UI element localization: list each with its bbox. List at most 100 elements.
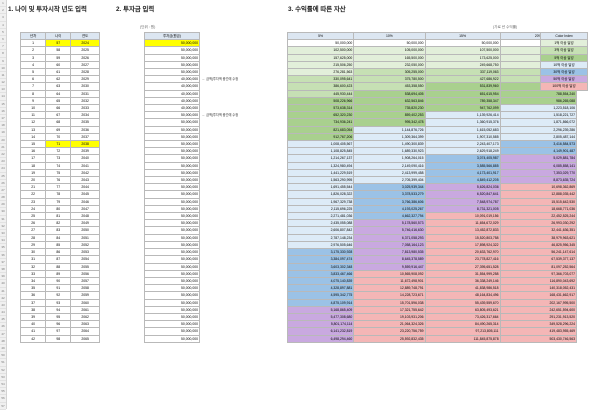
asset-cell[interactable]: 2,976,505,646: [286, 240, 355, 250]
asset-cell[interactable]: 1,907,310,585: [424, 132, 501, 142]
age-table-cell[interactable]: 24: [19, 204, 47, 214]
asset-cell[interactable]: 4,662,327,794: [353, 212, 426, 221]
age-table-cell[interactable]: 62: [45, 75, 72, 84]
investment-cell[interactable]: 50,000,000: [144, 125, 200, 134]
age-table-cell[interactable]: 59: [45, 53, 72, 62]
asset-cell[interactable]: 14,228,723,671: [353, 291, 426, 300]
age-table-cell[interactable]: 94: [45, 305, 72, 314]
investment-cell[interactable]: 50,000,000: [144, 291, 200, 300]
age-table-cell[interactable]: 2047: [70, 204, 100, 214]
asset-cell[interactable]: 18,668,771,036: [499, 204, 578, 214]
age-table-cell[interactable]: 7: [19, 82, 47, 91]
asset-cell[interactable]: 111,845,875,878: [424, 334, 501, 343]
asset-cell[interactable]: 12,889,748,791: [353, 284, 426, 293]
age-table-cell[interactable]: 2055: [70, 262, 100, 271]
age-table-cell[interactable]: 66: [45, 104, 72, 113]
asset-cell[interactable]: 9,559,916,447: [353, 262, 426, 271]
age-table-cell[interactable]: 17: [19, 154, 47, 163]
investment-cell[interactable]: 50,000,000: [144, 298, 200, 307]
asset-cell[interactable]: 50,000,000: [286, 39, 355, 48]
asset-cell[interactable]: 503,430,746,563: [499, 334, 578, 343]
age-table-cell[interactable]: 38: [19, 305, 47, 314]
asset-cell[interactable]: 1,108,825,845: [286, 147, 355, 156]
investment-cell[interactable]: 50,000,000: [144, 320, 200, 329]
age-table-cell[interactable]: 96: [45, 320, 72, 329]
asset-cell[interactable]: 1,908,264,015: [353, 154, 426, 163]
age-table-cell[interactable]: 35: [19, 284, 47, 293]
asset-cell[interactable]: 27,395,651,528: [424, 262, 501, 271]
asset-cell[interactable]: 10,565,908,092: [353, 269, 426, 278]
age-table-cell[interactable]: 37: [19, 298, 47, 307]
asset-cell[interactable]: 2,413,999,458: [353, 168, 426, 178]
asset-cell[interactable]: 7,353,029,770: [499, 168, 578, 178]
age-table-cell[interactable]: 82: [45, 219, 72, 228]
asset-cell[interactable]: 1,214,267,137: [286, 154, 355, 163]
asset-cell[interactable]: 173,625,000: [424, 53, 501, 62]
asset-cell[interactable]: 5,746,416,630: [353, 226, 426, 235]
asset-cell[interactable]: 632,563,846: [353, 96, 426, 106]
asset-cell[interactable]: 4,328,897,881: [286, 284, 355, 293]
age-table-cell[interactable]: 2035: [70, 118, 100, 127]
asset-cell[interactable]: 5,477,308,680: [286, 312, 355, 322]
age-table-cell[interactable]: 57: [45, 39, 72, 48]
age-table-cell[interactable]: 20: [19, 176, 47, 185]
age-table-cell[interactable]: 70: [45, 132, 72, 142]
asset-cell[interactable]: 995,342,478: [353, 118, 426, 127]
investment-cell[interactable]: 40,000,000: [144, 75, 200, 84]
age-table-cell[interactable]: 2043: [70, 176, 100, 185]
asset-cell[interactable]: 7,548,974,787: [424, 197, 501, 206]
asset-cell[interactable]: 232,050,000: [353, 60, 426, 70]
investment-cell[interactable]: 50,000,000: [144, 190, 200, 199]
asset-cell[interactable]: 3,074,405,987: [424, 154, 501, 163]
asset-cell[interactable]: 4,595,342,775: [286, 291, 355, 300]
age-table-cell[interactable]: 84: [45, 233, 72, 242]
asset-cell[interactable]: 573,638,314: [286, 104, 355, 113]
age-table-cell[interactable]: 2038: [70, 140, 100, 149]
asset-cell[interactable]: 15,701,596,038: [353, 298, 426, 307]
asset-cell[interactable]: 1,139,926,414: [424, 111, 501, 120]
age-table-cell[interactable]: 98: [45, 334, 72, 343]
age-table-cell[interactable]: 2045: [70, 190, 100, 199]
age-table-cell[interactable]: 2061: [70, 305, 100, 314]
age-table-cell[interactable]: 27: [19, 226, 47, 235]
asset-cell[interactable]: 8,645,378,589: [353, 255, 426, 264]
age-table-cell[interactable]: 1: [19, 39, 47, 48]
age-table-cell[interactable]: 77: [45, 183, 72, 192]
asset-cell[interactable]: 97,366,703,077: [499, 269, 578, 278]
asset-cell[interactable]: 15,520,803,758: [424, 233, 501, 242]
age-table-cell[interactable]: 68: [45, 118, 72, 127]
asset-cell[interactable]: 330,095,641: [286, 75, 355, 84]
age-table-cell[interactable]: 2024: [70, 39, 100, 48]
age-table-cell[interactable]: 2040: [70, 154, 100, 163]
age-table-cell[interactable]: 2039: [70, 147, 100, 156]
asset-cell[interactable]: 1,615,052,683: [424, 125, 501, 134]
asset-cell[interactable]: 36,338,249,146: [424, 276, 501, 286]
asset-cell[interactable]: 1,490,300,839: [353, 140, 426, 149]
asset-cell[interactable]: 23,778,827,416: [424, 255, 501, 264]
age-table-cell[interactable]: 12: [19, 118, 47, 127]
age-table-cell[interactable]: 2049: [70, 219, 100, 228]
asset-cell[interactable]: 8,873,635,724: [499, 176, 578, 185]
asset-cell[interactable]: 31,554,999,258: [424, 269, 501, 278]
investment-cell[interactable]: 50,000,000: [144, 240, 200, 250]
age-table-cell[interactable]: 88: [45, 262, 72, 271]
investment-cell[interactable]: 50,000,000: [144, 140, 200, 149]
asset-cell[interactable]: 2,787,148,234: [286, 233, 355, 242]
asset-cell[interactable]: 97,213,805,111: [424, 327, 501, 336]
investment-cell[interactable]: 50,000,000: [144, 212, 200, 221]
investment-cell[interactable]: 50,000,000: [144, 226, 200, 235]
asset-cell[interactable]: 215,506,250: [286, 60, 355, 70]
investment-cell[interactable]: 50,000,000: [144, 312, 200, 322]
age-table-cell[interactable]: 69: [45, 125, 72, 134]
age-table-cell[interactable]: 64: [45, 89, 72, 98]
investment-cell[interactable]: 50,000,000: [144, 269, 200, 278]
asset-cell[interactable]: 56,241,147,614: [499, 248, 578, 257]
age-table-cell[interactable]: 14: [19, 132, 47, 142]
asset-cell[interactable]: 11,654,672,029: [424, 219, 501, 228]
age-table-cell[interactable]: 76: [45, 176, 72, 185]
asset-cell[interactable]: 55,439,559,670: [424, 298, 501, 307]
age-table-cell[interactable]: 13: [19, 125, 47, 134]
age-table-cell[interactable]: 87: [45, 255, 72, 264]
asset-cell[interactable]: 735,820,230: [353, 104, 426, 113]
asset-cell[interactable]: 17,321,755,642: [353, 305, 426, 314]
